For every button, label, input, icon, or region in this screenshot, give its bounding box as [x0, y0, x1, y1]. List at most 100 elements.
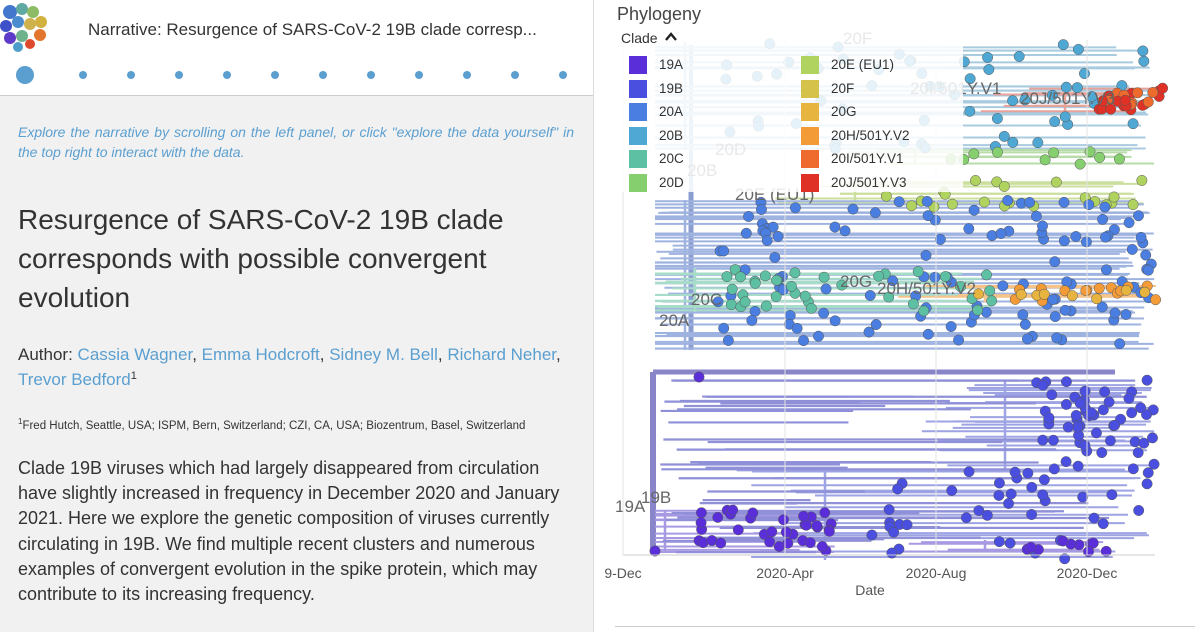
- slide-dot[interactable]: [367, 71, 375, 79]
- tree-tip[interactable]: [912, 266, 924, 278]
- tree-tip[interactable]: [1150, 294, 1162, 306]
- tree-tip[interactable]: [1133, 210, 1144, 222]
- slide-dot[interactable]: [415, 71, 423, 79]
- tree-tip[interactable]: [986, 295, 998, 307]
- tree-tip[interactable]: [819, 507, 831, 519]
- tree-tip[interactable]: [978, 196, 990, 208]
- tree-tip[interactable]: [1109, 419, 1121, 431]
- tree-tip[interactable]: [715, 537, 727, 549]
- tree-tip[interactable]: [1141, 374, 1153, 386]
- legend-title[interactable]: Clade: [621, 30, 658, 46]
- tree-tip[interactable]: [1025, 541, 1037, 553]
- tree-tip[interactable]: [1097, 404, 1109, 416]
- tree-tip[interactable]: [1049, 256, 1061, 268]
- tree-tip[interactable]: [1136, 174, 1148, 186]
- slide-dot[interactable]: [559, 71, 567, 79]
- tree-tip[interactable]: [813, 330, 824, 342]
- tree-tip[interactable]: [1057, 535, 1069, 547]
- tree-tip[interactable]: [799, 290, 811, 302]
- tree-tip[interactable]: [1009, 466, 1021, 478]
- tree-tip[interactable]: [1080, 236, 1092, 248]
- tree-tip[interactable]: [759, 270, 771, 282]
- tree-tip[interactable]: [970, 175, 981, 186]
- tree-tip[interactable]: [1123, 217, 1135, 229]
- tree-tip[interactable]: [946, 198, 958, 210]
- tree-tip[interactable]: [816, 541, 828, 552]
- tree-tip[interactable]: [649, 545, 661, 557]
- tree-tip[interactable]: [722, 335, 734, 346]
- tree-tip[interactable]: [1057, 39, 1069, 51]
- tree-tip[interactable]: [1007, 136, 1019, 148]
- tree-tip[interactable]: [955, 281, 966, 293]
- tree-tip[interactable]: [1097, 518, 1109, 530]
- tree-tip[interactable]: [1037, 379, 1049, 391]
- tree-tip[interactable]: [1100, 231, 1111, 243]
- tree-tip[interactable]: [1046, 89, 1058, 101]
- tree-tip[interactable]: [829, 221, 841, 233]
- tree-tip[interactable]: [695, 517, 707, 529]
- tree-tip[interactable]: [968, 204, 980, 216]
- tree-tip[interactable]: [973, 505, 985, 517]
- tree-tip[interactable]: [1135, 402, 1147, 414]
- tree-tip[interactable]: [1038, 288, 1050, 300]
- tree-tip[interactable]: [892, 483, 904, 495]
- tree-tip[interactable]: [712, 296, 724, 308]
- tree-tip[interactable]: [1060, 376, 1072, 388]
- tree-tip[interactable]: [1096, 301, 1108, 313]
- tree-tip[interactable]: [1133, 505, 1145, 516]
- tree-tip[interactable]: [1037, 220, 1048, 232]
- tree-tip[interactable]: [1097, 213, 1109, 225]
- nextstrain-logo-icon[interactable]: [0, 0, 48, 54]
- tree-tip[interactable]: [1108, 191, 1120, 203]
- tree-tip[interactable]: [883, 504, 895, 516]
- tree-tip[interactable]: [934, 233, 946, 245]
- tree-tip[interactable]: [1085, 407, 1097, 419]
- tree-tip[interactable]: [964, 73, 976, 85]
- tree-tip[interactable]: [811, 520, 823, 532]
- slide-dot[interactable]: [463, 71, 471, 79]
- tree-tip[interactable]: [1072, 421, 1084, 433]
- tree-tip[interactable]: [981, 509, 993, 521]
- slide-dot[interactable]: [127, 71, 135, 79]
- tree-tip[interactable]: [1100, 545, 1112, 557]
- tree-tip[interactable]: [740, 227, 752, 239]
- tree-tip[interactable]: [1120, 284, 1132, 296]
- tree-tip[interactable]: [1026, 481, 1038, 493]
- tree-tip[interactable]: [963, 223, 975, 235]
- author-link[interactable]: Cassia Wagner: [77, 345, 193, 364]
- tree-tip[interactable]: [771, 274, 783, 286]
- tree-tip[interactable]: [1072, 460, 1084, 472]
- tree-tip[interactable]: [847, 203, 859, 215]
- tree-tip[interactable]: [1142, 264, 1154, 276]
- tree-tip[interactable]: [1123, 392, 1135, 404]
- tree-tip[interactable]: [1087, 537, 1099, 549]
- tree-tip[interactable]: [829, 315, 841, 327]
- tree-tip[interactable]: [993, 536, 1005, 548]
- tree-tip[interactable]: [870, 319, 882, 330]
- tree-tip[interactable]: [791, 322, 803, 334]
- author-link[interactable]: Emma Hodcroft: [201, 345, 320, 364]
- tree-tip[interactable]: [1074, 397, 1086, 409]
- tree-tip[interactable]: [1059, 111, 1071, 123]
- tree-tip[interactable]: [1002, 195, 1014, 206]
- slide-dot[interactable]: [79, 71, 87, 79]
- tree-tip[interactable]: [968, 148, 980, 160]
- slide-progress-dots[interactable]: [16, 66, 576, 84]
- tree-tip[interactable]: [1105, 103, 1117, 115]
- tree-tip[interactable]: [820, 283, 832, 295]
- tree-tip[interactable]: [1037, 489, 1049, 501]
- tree-tip[interactable]: [749, 277, 761, 289]
- tree-tip[interactable]: [823, 525, 835, 537]
- tree-tip[interactable]: [767, 221, 779, 233]
- tree-tip[interactable]: [1060, 456, 1072, 468]
- tree-tip[interactable]: [906, 200, 918, 212]
- tree-tip[interactable]: [1109, 307, 1121, 319]
- tree-tip[interactable]: [983, 64, 995, 75]
- tree-tip[interactable]: [743, 210, 754, 222]
- tree-tip[interactable]: [921, 195, 933, 207]
- tree-tip[interactable]: [1099, 386, 1111, 398]
- tree-tip[interactable]: [1147, 432, 1158, 444]
- tree-tip[interactable]: [1019, 94, 1031, 106]
- tree-tip[interactable]: [893, 196, 905, 208]
- tree-tip[interactable]: [998, 180, 1010, 192]
